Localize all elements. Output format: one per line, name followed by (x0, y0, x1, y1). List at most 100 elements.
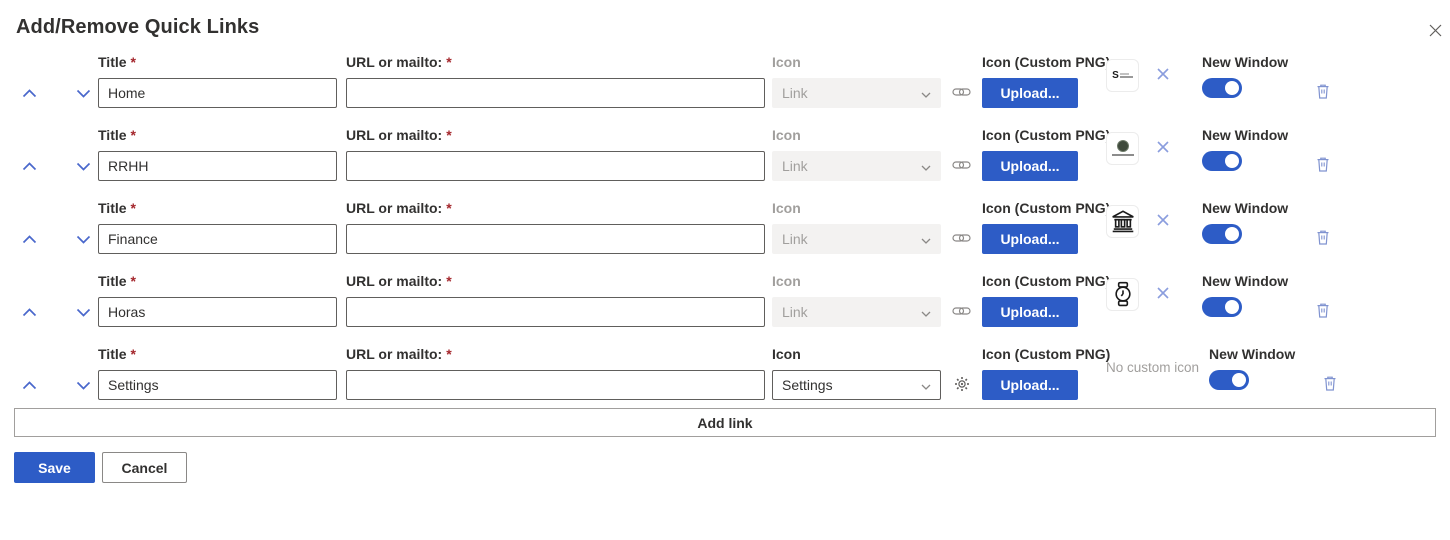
icon-dropdown[interactable]: Settings (772, 370, 941, 400)
title-input[interactable] (98, 224, 337, 254)
chevron-up-icon (22, 159, 37, 174)
remove-custom-icon-button[interactable] (1156, 286, 1170, 303)
reorder-controls (14, 78, 98, 108)
toggle-knob (1225, 154, 1239, 168)
icon-dropdown: Link (772, 78, 941, 108)
link-icon (952, 231, 971, 247)
custom-icon-area (1106, 277, 1192, 311)
chevron-down-icon (76, 86, 91, 101)
add-link-button[interactable]: Add link (14, 408, 1436, 437)
delete-link-button[interactable] (1308, 297, 1338, 327)
chevron-up-icon (22, 305, 37, 320)
new-window-toggle[interactable] (1202, 78, 1242, 98)
chevron-up-icon (22, 86, 37, 101)
remove-custom-icon-button[interactable] (1156, 213, 1170, 230)
move-down-button[interactable] (68, 224, 98, 254)
move-down-button[interactable] (68, 370, 98, 400)
icon-custom-png-label: Icon (Custom PNG) (982, 346, 1111, 362)
quick-link-row-4: Title* URL or mailto:* Icon Link Icon (C… (0, 273, 1450, 327)
custom-icon-area: S (1106, 58, 1192, 92)
title-input[interactable] (98, 151, 337, 181)
gear-icon (954, 376, 970, 395)
icon-label: Icon (772, 346, 801, 362)
new-window-toggle[interactable] (1209, 370, 1250, 390)
icon-dropdown-value: Link (782, 231, 808, 247)
cancel-button[interactable]: Cancel (102, 452, 187, 483)
quick-link-row-3: Title* URL or mailto:* Icon Link Icon (C… (0, 200, 1450, 254)
url-field-group: URL or mailto: * (346, 127, 765, 181)
chevron-up-icon (22, 378, 37, 393)
remove-x-icon (1156, 286, 1170, 303)
move-down-button[interactable] (68, 297, 98, 327)
icon-custom-png-label: Icon (Custom PNG) (982, 54, 1111, 70)
move-up-button[interactable] (14, 151, 44, 181)
url-label: URL or mailto: * (346, 127, 452, 143)
url-input[interactable] (346, 224, 765, 254)
reorder-controls (14, 224, 98, 254)
s-company-logo: S (1112, 70, 1133, 81)
move-up-button[interactable] (14, 370, 44, 400)
quick-link-row-5: Title* URL or mailto:* Icon Settings (0, 346, 1450, 400)
custom-icon-preview (1106, 204, 1139, 238)
move-up-button[interactable] (14, 224, 44, 254)
custom-png-group: Icon (Custom PNG) Upload... (982, 127, 1110, 181)
remove-custom-icon-button[interactable] (1156, 140, 1170, 157)
dialog-header: Add/Remove Quick Links (0, 0, 1450, 39)
move-down-button[interactable] (68, 78, 98, 108)
title-input[interactable] (98, 297, 337, 327)
move-up-button[interactable] (14, 78, 44, 108)
url-input[interactable] (346, 297, 765, 327)
delete-link-button[interactable] (1308, 151, 1338, 181)
trash-icon (1322, 375, 1338, 395)
icon-slot (941, 151, 982, 181)
title-input[interactable] (98, 78, 337, 108)
new-window-label: New Window (1209, 346, 1296, 362)
title-label: Title * (98, 127, 136, 143)
move-up-button[interactable] (14, 297, 44, 327)
title-label: Title * (98, 346, 136, 362)
close-icon (1428, 23, 1443, 41)
custom-icon-area (1106, 204, 1192, 238)
url-label: URL or mailto: * (346, 200, 452, 216)
url-input[interactable] (346, 151, 765, 181)
move-down-button[interactable] (68, 151, 98, 181)
delete-link-button[interactable] (1308, 78, 1338, 108)
upload-button[interactable]: Upload... (982, 151, 1078, 181)
url-input[interactable] (346, 370, 765, 400)
toggle-knob (1225, 227, 1239, 241)
icon-label: Icon (772, 127, 801, 143)
new-window-toggle[interactable] (1202, 297, 1242, 317)
new-window-group: New Window (1202, 127, 1290, 181)
close-button[interactable] (1424, 21, 1446, 43)
upload-button[interactable]: Upload... (982, 224, 1078, 254)
new-window-label: New Window (1202, 54, 1289, 70)
new-window-label: New Window (1202, 200, 1289, 216)
link-icon (952, 304, 971, 320)
upload-button[interactable]: Upload... (982, 297, 1078, 327)
url-input[interactable] (346, 78, 765, 108)
new-window-toggle[interactable] (1202, 151, 1242, 171)
delete-link-button[interactable] (1315, 370, 1345, 400)
icon-dropdown-value: Link (782, 158, 808, 174)
title-input[interactable] (98, 370, 337, 400)
upload-button[interactable]: Upload... (982, 370, 1078, 400)
round-seal-logo (1111, 140, 1134, 156)
toggle-knob (1225, 300, 1239, 314)
delete-link-button[interactable] (1308, 224, 1338, 254)
required-asterisk: * (446, 200, 452, 216)
bank-building-icon (1111, 210, 1134, 233)
title-field-group: Title * (98, 200, 337, 254)
required-asterisk: * (130, 127, 136, 143)
upload-button[interactable]: Upload... (982, 78, 1078, 108)
custom-icon-preview (1106, 131, 1139, 165)
title-field-group: Title * (98, 273, 337, 327)
icon-field-group: Icon Link (772, 200, 941, 254)
quick-link-row-2: Title* URL or mailto:* Icon Link Icon (C… (0, 127, 1450, 181)
icon-field-group: Icon Link (772, 54, 941, 108)
icon-slot (941, 78, 982, 108)
save-button[interactable]: Save (14, 452, 95, 483)
icon-label: Icon (772, 54, 801, 70)
remove-custom-icon-button[interactable] (1156, 67, 1170, 84)
new-window-toggle[interactable] (1202, 224, 1242, 244)
icon-label: Icon (772, 200, 801, 216)
